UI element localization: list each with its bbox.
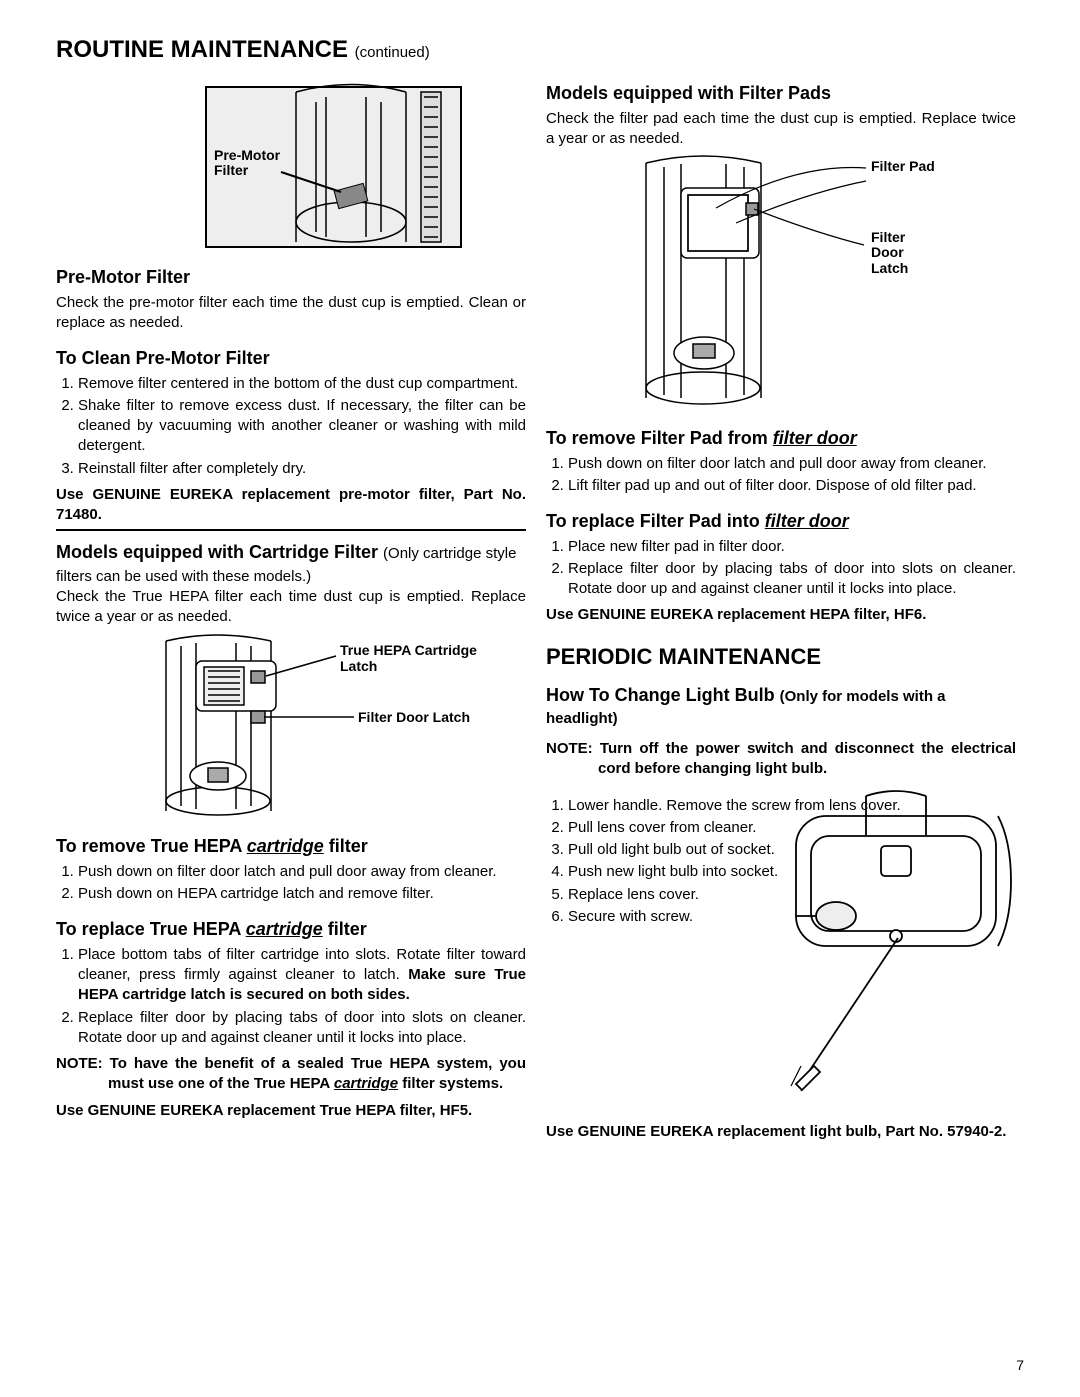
- list-item: Place bottom tabs of filter cartridge in…: [78, 945, 526, 1006]
- note-hepa-system: NOTE: To have the benefit of a sealed Tr…: [56, 1054, 526, 1095]
- figure-lightbulb: [766, 786, 1026, 1096]
- note-bulb: NOTE: Turn off the power switch and disc…: [546, 739, 1016, 780]
- heading-text: To remove True HEPA: [56, 836, 247, 856]
- figure-cartridge: True HEPA Cartridge Latch Filter Door La…: [116, 631, 516, 821]
- header-continued: (continued): [355, 44, 430, 61]
- ui-term: cartridge: [247, 836, 324, 856]
- list-item: Lift filter pad up and out of filter doo…: [568, 476, 1016, 496]
- part-hepa-hf5: Use GENUINE EUREKA replacement True HEPA…: [56, 1101, 526, 1121]
- callout-filter-pad: Filter Pad: [871, 159, 935, 174]
- list-item: Push down on HEPA cartridge latch and re…: [78, 884, 526, 904]
- list-item: Push down on filter door latch and pull …: [568, 454, 1016, 474]
- note-text: Turn off the power switch and disconnect…: [598, 740, 1016, 777]
- part-lightbulb: Use GENUINE EUREKA replacement light bul…: [546, 1122, 1016, 1142]
- ui-term: filter door: [773, 428, 857, 448]
- ui-term: filter door: [765, 511, 849, 531]
- header-title: ROUTINE MAINTENANCE: [56, 36, 348, 63]
- list-remove-cartridge: Push down on filter door latch and pull …: [56, 862, 526, 905]
- page-number: 7: [1016, 1357, 1024, 1373]
- ui-term: cartridge: [334, 1075, 398, 1092]
- callout-cartridge-latch: True HEPA Cartridge Latch: [340, 643, 495, 674]
- list-item: Reinstall filter after completely dry.: [78, 459, 526, 479]
- left-column: Pre-Motor Filter Pre-Motor Filter Check …: [56, 82, 526, 1146]
- list-item: Replace filter door by placing tabs of d…: [568, 559, 1016, 600]
- list-clean-premotor: Remove filter centered in the bottom of …: [56, 374, 526, 479]
- heading-periodic-maintenance: PERIODIC MAINTENANCE: [546, 644, 1016, 670]
- ui-term: cartridge: [246, 919, 323, 939]
- heading-premotor-filter: Pre-Motor Filter: [56, 266, 526, 289]
- heading-replace-pad: To replace Filter Pad into filter door: [546, 510, 1016, 533]
- heading-remove-pad: To remove Filter Pad from filter door: [546, 427, 1016, 450]
- list-item: Remove filter centered in the bottom of …: [78, 374, 526, 394]
- para-cartridge: Check the True HEPA filter each time dus…: [56, 587, 526, 628]
- content-columns: Pre-Motor Filter Pre-Motor Filter Check …: [56, 82, 1024, 1146]
- figure-filter-pad: Filter Pad Filter Door Latch: [586, 153, 986, 413]
- part-hepa-hf6: Use GENUINE EUREKA replacement HEPA filt…: [546, 605, 1016, 625]
- note-text: filter systems.: [398, 1075, 503, 1092]
- heading-text: How To Change Light Bulb: [546, 685, 780, 705]
- heading-replace-cartridge: To replace True HEPA cartridge filter: [56, 918, 526, 941]
- list-item: Replace filter door by placing tabs of d…: [78, 1008, 526, 1049]
- heading-clean-premotor: To Clean Pre-Motor Filter: [56, 347, 526, 370]
- callout-premotor-filter: Pre-Motor Filter: [214, 148, 280, 179]
- bulb-section: Lower handle. Remove the screw from lens…: [546, 796, 1016, 928]
- divider: [56, 529, 526, 531]
- para-premotor: Check the pre-motor filter each time the…: [56, 293, 526, 334]
- list-replace-pad: Place new filter pad in filter door. Rep…: [546, 537, 1016, 600]
- para-filter-pads: Check the filter pad each time the dust …: [546, 109, 1016, 150]
- part-premotor: Use GENUINE EUREKA replacement pre-motor…: [56, 485, 526, 526]
- heading-text: To replace True HEPA: [56, 919, 246, 939]
- heading-filter-pads: Models equipped with Filter Pads: [546, 82, 1016, 105]
- heading-remove-cartridge: To remove True HEPA cartridge filter: [56, 835, 526, 858]
- figure-premotor: Pre-Motor Filter: [166, 82, 466, 252]
- list-remove-pad: Push down on filter door latch and pull …: [546, 454, 1016, 497]
- callout-filter-door-latch: Filter Door Latch: [358, 710, 470, 725]
- heading-text: filter: [324, 836, 368, 856]
- heading-cartridge-models: Models equipped with Cartridge Filter (O…: [56, 542, 516, 585]
- heading-text: Models equipped with Cartridge Filter: [56, 542, 378, 562]
- list-item: Push down on filter door latch and pull …: [78, 862, 526, 882]
- note-label: NOTE:: [56, 1055, 103, 1072]
- list-item: Shake filter to remove excess dust. If n…: [78, 396, 526, 457]
- note-label: NOTE:: [546, 740, 593, 757]
- callout-filter-door-latch: Filter Door Latch: [871, 230, 908, 276]
- heading-text: To replace Filter Pad into: [546, 511, 765, 531]
- heading-text: To remove Filter Pad from: [546, 428, 773, 448]
- heading-change-bulb: How To Change Light Bulb (Only for model…: [546, 684, 1016, 730]
- list-replace-cartridge: Place bottom tabs of filter cartridge in…: [56, 945, 526, 1048]
- right-column: Models equipped with Filter Pads Check t…: [546, 82, 1016, 1146]
- heading-text: filter: [323, 919, 367, 939]
- page-header: ROUTINE MAINTENANCE (continued): [56, 36, 1024, 64]
- list-item: Place new filter pad in filter door.: [568, 537, 1016, 557]
